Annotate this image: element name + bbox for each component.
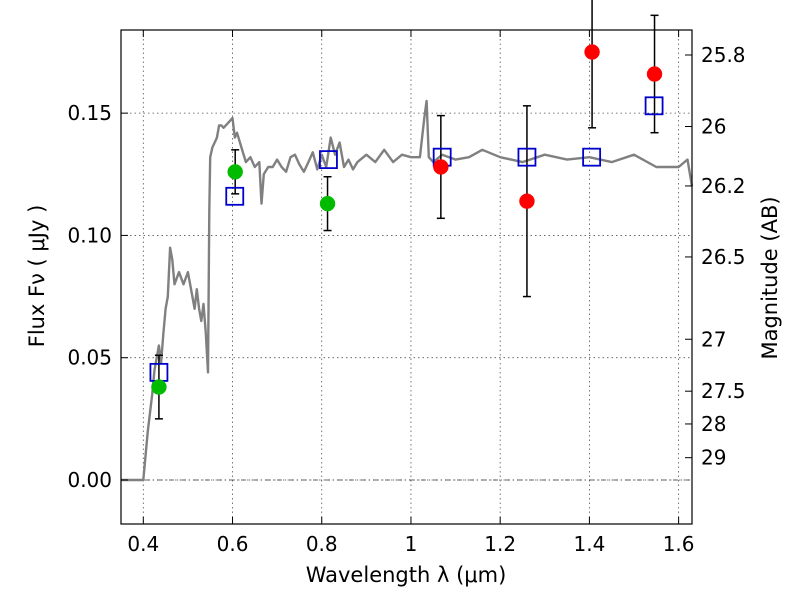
right-tick-label: 26.2 xyxy=(701,174,746,198)
observed-photometry-points xyxy=(151,44,663,395)
observed-point xyxy=(319,195,336,212)
x-tick-label: 1.4 xyxy=(573,532,605,556)
plot-frame xyxy=(120,29,693,525)
right-tick-label: 26.5 xyxy=(701,245,746,269)
y-tick-label: 0.00 xyxy=(67,468,112,492)
x-tick-label: 0.8 xyxy=(306,532,338,556)
right-tick-label: 25.8 xyxy=(701,43,746,67)
x-tick-label: 0.4 xyxy=(127,532,159,556)
x-tick-label: 0.6 xyxy=(217,532,249,556)
observed-point xyxy=(433,159,449,175)
y-tick-labels: 0.00 0.05 0.10 0.15 xyxy=(67,101,112,492)
model-spectrum xyxy=(121,99,694,482)
right-tick-label: 28 xyxy=(701,412,726,436)
right-axis-label: Magnitude (AB) xyxy=(758,196,782,359)
observed-point xyxy=(519,193,535,209)
right-tick-label: 29 xyxy=(701,446,726,470)
model-photometry-points xyxy=(149,96,664,382)
error-bars xyxy=(154,0,659,420)
observed-point xyxy=(646,66,663,82)
right-tick-label: 27 xyxy=(701,327,726,351)
x-tick-label: 1.2 xyxy=(484,532,516,556)
model-square-point xyxy=(319,150,338,170)
right-tick-label: 27.5 xyxy=(701,379,746,403)
x-tick-label: 1.6 xyxy=(663,532,695,556)
model-square-point xyxy=(225,186,245,206)
x-tick-label: 1 xyxy=(405,532,418,556)
axis-ticks xyxy=(121,30,692,524)
observed-point xyxy=(227,164,243,180)
x-tick-labels: 0.4 0.6 0.8 1 1.2 1.4 1.6 xyxy=(127,532,694,556)
observed-point xyxy=(584,44,600,60)
observed-point xyxy=(151,379,167,395)
y-tick-label: 0.05 xyxy=(67,346,112,370)
right-tick-label: 26 xyxy=(701,114,726,138)
y-tick-label: 0.15 xyxy=(67,101,112,125)
x-axis-label: Wavelength λ (μm) xyxy=(306,563,507,587)
spectrum-line xyxy=(121,99,694,482)
y-axis-label: Flux Fν ( μJy ) xyxy=(25,205,49,348)
right-tick-labels: 25.8 26 26.2 26.5 27 27.5 28 29 xyxy=(701,43,746,470)
y-tick-label: 0.10 xyxy=(67,223,112,247)
grid-lines xyxy=(121,30,692,524)
model-square-point xyxy=(582,147,602,167)
model-square-point xyxy=(644,96,664,116)
model-square-point xyxy=(517,147,537,167)
